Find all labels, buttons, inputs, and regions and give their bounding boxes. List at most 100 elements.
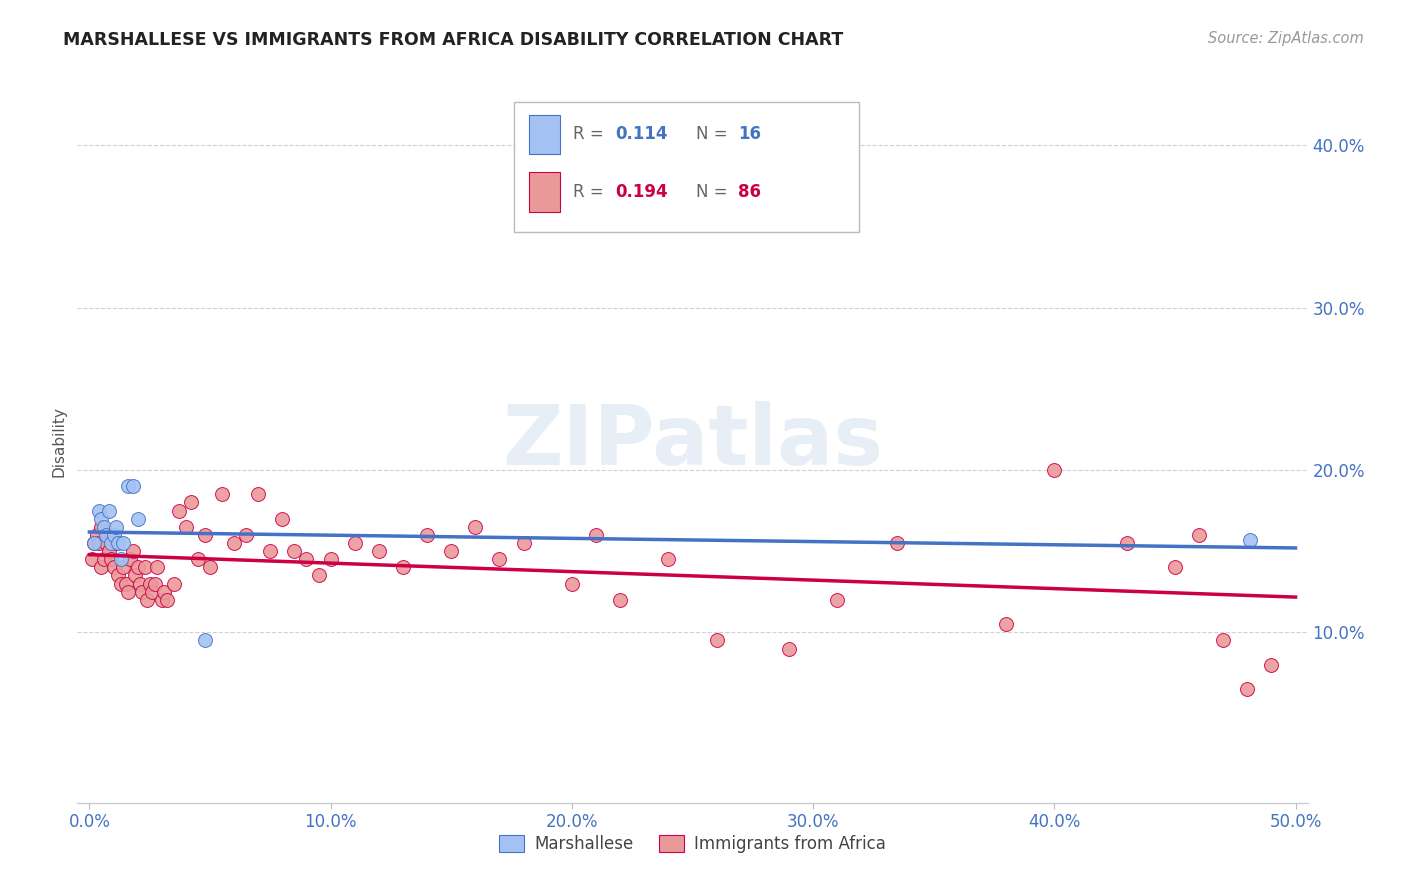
Point	[488, 552, 510, 566]
Point	[585, 528, 607, 542]
Point	[90, 511, 112, 525]
Text: Source: ZipAtlas.com: Source: ZipAtlas.com	[1208, 31, 1364, 46]
Point	[87, 536, 110, 550]
Point	[83, 536, 105, 550]
Point	[440, 544, 463, 558]
Point	[561, 576, 583, 591]
Point	[778, 641, 800, 656]
Point	[86, 528, 108, 542]
Point	[114, 576, 136, 591]
Point	[121, 479, 143, 493]
Point	[93, 520, 115, 534]
Point	[136, 592, 159, 607]
Point	[96, 528, 118, 542]
Point	[187, 552, 209, 566]
Point	[706, 633, 728, 648]
Text: 0.114: 0.114	[614, 126, 668, 144]
Point	[392, 560, 415, 574]
Point	[367, 544, 389, 558]
Point	[308, 568, 330, 582]
Point	[1236, 682, 1258, 697]
Point	[1188, 528, 1211, 542]
Point	[194, 633, 217, 648]
Point	[271, 511, 294, 525]
Point	[83, 536, 105, 550]
Point	[107, 568, 129, 582]
Point	[180, 495, 202, 509]
Point	[131, 584, 153, 599]
Point	[1212, 633, 1234, 648]
Point	[224, 536, 246, 550]
Point	[103, 528, 125, 542]
Text: 16: 16	[738, 126, 761, 144]
Point	[121, 544, 143, 558]
Point	[110, 576, 132, 591]
Point	[143, 576, 166, 591]
Point	[825, 592, 848, 607]
Point	[97, 503, 120, 517]
Point	[155, 592, 177, 607]
Point	[283, 544, 305, 558]
Point	[112, 560, 135, 574]
Point	[150, 592, 173, 607]
Point	[211, 487, 233, 501]
Point	[129, 576, 152, 591]
Point	[886, 536, 908, 550]
Point	[103, 560, 125, 574]
Point	[512, 536, 534, 550]
Point	[80, 552, 103, 566]
Point	[1115, 536, 1137, 550]
Point	[1164, 560, 1187, 574]
Point	[100, 552, 122, 566]
Point	[107, 536, 129, 550]
Point	[146, 560, 169, 574]
Point	[127, 560, 149, 574]
Point	[247, 487, 270, 501]
Point	[167, 503, 190, 517]
Text: R =: R =	[574, 126, 609, 144]
Point	[134, 560, 156, 574]
Bar	[529, 114, 560, 154]
Point	[87, 503, 110, 517]
Y-axis label: Disability: Disability	[51, 406, 66, 477]
Point	[104, 520, 127, 534]
Point	[1239, 533, 1261, 547]
Point	[124, 568, 146, 582]
Point	[235, 528, 257, 542]
Text: MARSHALLESE VS IMMIGRANTS FROM AFRICA DISABILITY CORRELATION CHART: MARSHALLESE VS IMMIGRANTS FROM AFRICA DI…	[63, 31, 844, 49]
Point	[416, 528, 439, 542]
Text: N =: N =	[696, 183, 733, 202]
Point	[120, 552, 142, 566]
Point	[995, 617, 1018, 632]
Point	[97, 544, 120, 558]
Text: 86: 86	[738, 183, 761, 202]
Point	[153, 584, 176, 599]
Point	[117, 584, 139, 599]
Point	[90, 520, 112, 534]
Text: ZIPatlas: ZIPatlas	[502, 401, 883, 482]
Point	[1043, 463, 1066, 477]
Point	[464, 520, 486, 534]
Text: 0.194: 0.194	[614, 183, 668, 202]
Point	[93, 552, 115, 566]
Point	[138, 576, 160, 591]
Text: R =: R =	[574, 183, 609, 202]
Bar	[529, 172, 560, 212]
Text: N =: N =	[696, 126, 733, 144]
Point	[319, 552, 342, 566]
Point	[117, 479, 139, 493]
Point	[110, 552, 132, 566]
Point	[163, 576, 186, 591]
FancyBboxPatch shape	[515, 102, 859, 232]
Point	[1260, 657, 1282, 672]
Point	[127, 511, 149, 525]
Point	[90, 560, 112, 574]
Point	[96, 536, 118, 550]
Point	[343, 536, 366, 550]
Point	[657, 552, 679, 566]
Point	[112, 536, 135, 550]
Point	[259, 544, 281, 558]
Point	[295, 552, 318, 566]
Legend: Marshallese, Immigrants from Africa: Marshallese, Immigrants from Africa	[492, 828, 893, 860]
Point	[174, 520, 197, 534]
